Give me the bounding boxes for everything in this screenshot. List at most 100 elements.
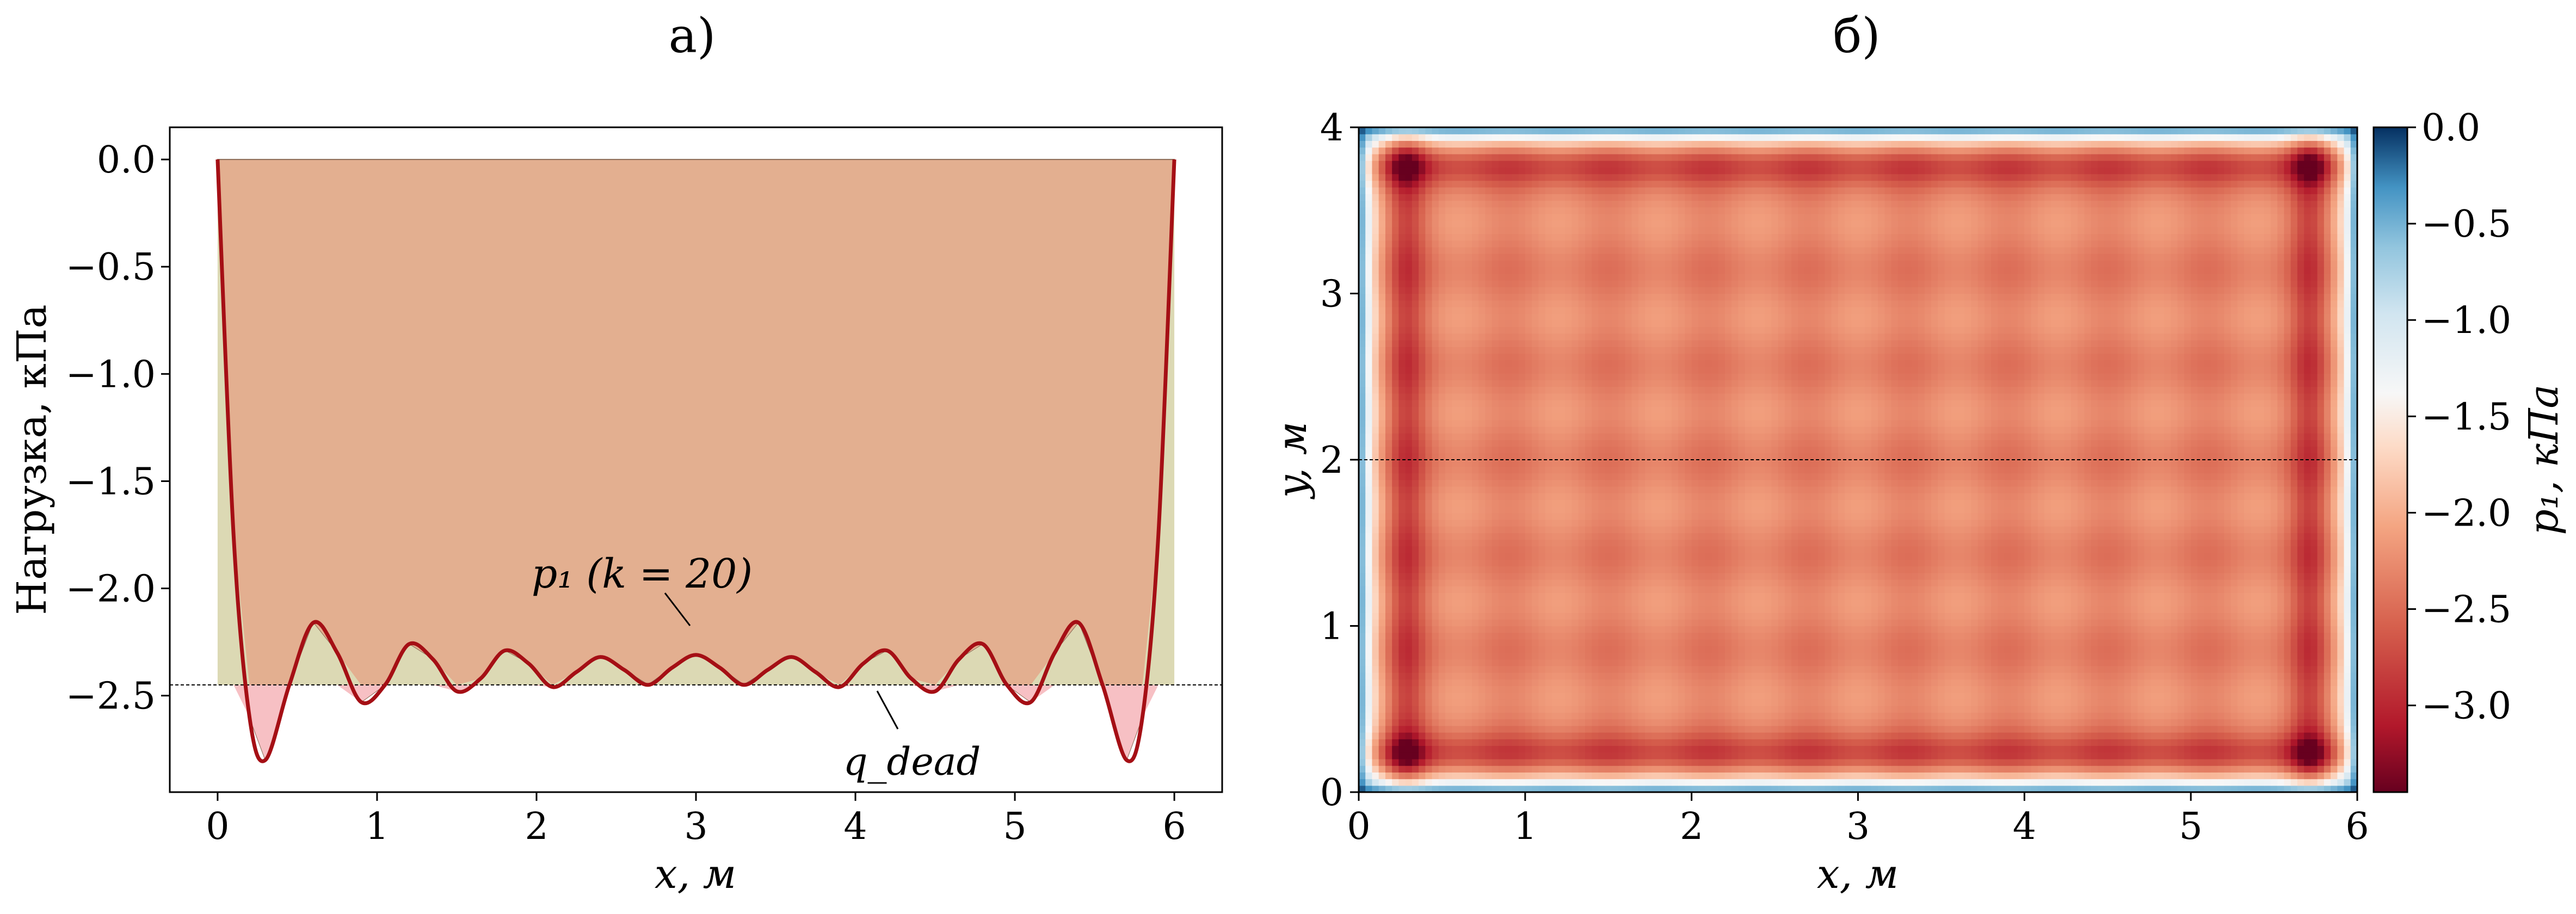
heatmap-cell xyxy=(1991,599,1998,607)
heatmap-cell xyxy=(1365,765,1373,773)
heatmap-cell xyxy=(2124,785,2131,793)
heatmap-cell xyxy=(1944,659,1952,666)
heatmap-cell xyxy=(1977,679,1985,687)
heatmap-cell xyxy=(2284,685,2291,693)
heatmap-cell xyxy=(2171,765,2178,773)
heatmap-cell xyxy=(1718,626,1725,633)
heatmap-cell xyxy=(1784,685,1792,693)
heatmap-cell xyxy=(1765,626,1772,633)
heatmap-cell xyxy=(1518,719,1526,726)
heatmap-cell xyxy=(2277,785,2285,793)
heatmap-cell xyxy=(1778,779,1785,786)
panel-a-title: а) xyxy=(669,8,716,64)
heatmap-cell xyxy=(1551,712,1559,720)
heatmap-cell xyxy=(1432,719,1439,726)
heatmap-cell xyxy=(1864,599,1872,607)
heatmap-cell xyxy=(2237,725,2245,733)
heatmap-cell xyxy=(1984,779,1992,786)
heatmap-cell xyxy=(2197,659,2205,666)
heatmap-cell xyxy=(1884,606,1892,613)
heatmap-cell xyxy=(2297,672,2304,680)
heatmap-cell xyxy=(1518,672,1526,680)
heatmap-cell xyxy=(1605,639,1612,646)
heatmap-cell xyxy=(1831,613,1839,620)
heatmap-cell xyxy=(1838,586,1845,593)
heatmap-cell xyxy=(1977,639,1985,646)
heatmap-cell xyxy=(1385,606,1392,613)
heatmap-cell xyxy=(1905,639,1912,646)
heatmap-cell xyxy=(1658,659,1666,666)
heatmap-cell xyxy=(2191,758,2198,766)
heatmap-cell xyxy=(2104,685,2111,693)
heatmap-cell xyxy=(1878,639,1885,646)
heatmap-cell xyxy=(2324,699,2331,706)
heatmap-cell xyxy=(1678,779,1686,786)
heatmap-cell xyxy=(1372,659,1379,666)
heatmap-cell xyxy=(1412,646,1419,653)
heatmap-cell xyxy=(1891,626,1899,633)
heatmap-cell xyxy=(1545,752,1552,759)
heatmap-cell xyxy=(1592,758,1599,766)
heatmap-cell xyxy=(1918,679,1925,687)
heatmap-cell xyxy=(1518,699,1526,706)
heatmap-cell xyxy=(1398,606,1406,613)
heatmap-cell xyxy=(1512,719,1519,726)
heatmap-cell xyxy=(1572,712,1579,720)
heatmap-cell xyxy=(1492,725,1499,733)
heatmap-cell xyxy=(1958,646,1965,653)
heatmap-cell xyxy=(1751,765,1759,773)
heatmap-cell xyxy=(1438,772,1446,780)
heatmap-cell xyxy=(2297,586,2304,593)
heatmap-cell xyxy=(1551,706,1559,713)
heatmap-cell xyxy=(1538,592,1546,600)
heatmap-cell xyxy=(1471,725,1479,733)
heatmap-cell xyxy=(1751,719,1759,726)
heatmap-cell xyxy=(1705,725,1712,733)
heatmap-cell xyxy=(1864,606,1872,613)
heatmap-cell xyxy=(2224,732,2232,739)
heatmap-cell xyxy=(2204,632,2211,640)
heatmap-cell xyxy=(2337,699,2345,706)
heatmap-cell xyxy=(1911,785,1919,793)
heatmap-cell xyxy=(1405,752,1413,759)
heatmap-cell xyxy=(1572,606,1579,613)
heatmap-cell xyxy=(1572,739,1579,746)
heatmap-cell xyxy=(2257,732,2265,739)
heatmap-cell xyxy=(1611,639,1619,646)
heatmap-cell xyxy=(2251,646,2258,653)
heatmap-cell xyxy=(1412,739,1419,746)
heatmap-cell xyxy=(1771,632,1779,640)
heatmap-cell xyxy=(2270,613,2278,620)
heatmap-cell xyxy=(2137,592,2145,600)
heatmap-cell xyxy=(1818,725,1825,733)
heatmap-cell xyxy=(2251,626,2258,633)
heatmap-cell xyxy=(1445,772,1452,780)
heatmap-cell xyxy=(1791,692,1798,700)
heatmap-cell xyxy=(1471,639,1479,646)
heatmap-cell xyxy=(1818,626,1825,633)
heatmap-cell xyxy=(2070,712,2078,720)
heatmap-cell xyxy=(2317,712,2325,720)
heatmap-cell xyxy=(1778,685,1785,693)
heatmap-cell xyxy=(2171,632,2178,640)
heatmap-cell xyxy=(1691,765,1699,773)
heatmap-cell xyxy=(1625,632,1632,640)
heatmap-cell xyxy=(1498,626,1506,633)
heatmap-cell xyxy=(1651,779,1659,786)
heatmap-cell xyxy=(2230,699,2238,706)
heatmap-cell xyxy=(2011,592,2018,600)
heatmap-cell xyxy=(1498,712,1506,720)
heatmap-cell xyxy=(1558,592,1566,600)
heatmap-cell xyxy=(1897,752,1905,759)
heatmap-cell xyxy=(2164,739,2172,746)
heatmap-cell xyxy=(2224,758,2232,766)
heatmap-cell xyxy=(2217,606,2224,613)
heatmap-cell xyxy=(1471,679,1479,687)
heatmap-cell xyxy=(1605,719,1612,726)
heatmap-cell xyxy=(2184,679,2191,687)
heatmap-cell xyxy=(1964,639,1972,646)
heatmap-cell xyxy=(1905,685,1912,693)
heatmap-cell xyxy=(2324,772,2331,780)
heatmap-cell xyxy=(2350,685,2358,693)
heatmap-cell xyxy=(1991,692,1998,700)
